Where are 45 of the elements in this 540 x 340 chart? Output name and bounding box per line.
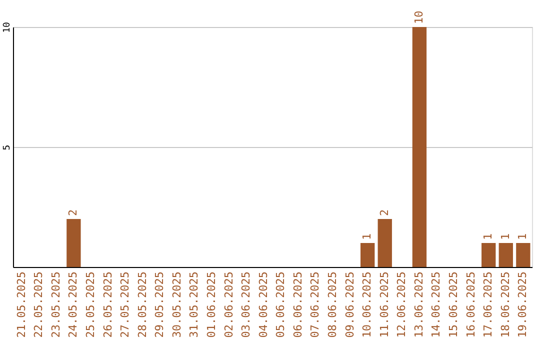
x-tick-label: 04.06.2025 — [256, 272, 270, 338]
x-tick-label: 08.06.2025 — [326, 272, 340, 338]
x-tick-label: 27.05.2025 — [118, 272, 132, 338]
data-label: 1 — [360, 233, 374, 240]
bar — [66, 219, 81, 267]
x-tick-label: 15.06.2025 — [447, 272, 460, 338]
x-tick-label: 01.06.2025 — [204, 272, 218, 338]
x-tick-label: 13.06.2025 — [412, 272, 426, 338]
x-tick-label: 02.06.2025 — [222, 272, 236, 338]
bar — [482, 243, 496, 267]
y-tick-label: 5 — [2, 144, 12, 150]
bar — [498, 243, 513, 267]
bar — [360, 243, 375, 267]
x-tick-label: 30.05.2025 — [170, 272, 184, 338]
x-tick-label: 24.05.2025 — [66, 272, 80, 338]
x-tick-label: 06.06.2025 — [291, 272, 304, 338]
bar — [516, 243, 530, 267]
x-tick-label: 12.06.2025 — [395, 272, 408, 338]
x-tick-label: 28.05.2025 — [136, 272, 149, 338]
x-tick-label: 17.06.2025 — [482, 272, 495, 338]
bar — [412, 27, 427, 267]
x-tick-label: 07.06.2025 — [308, 272, 322, 338]
x-tick-label: 14.06.2025 — [430, 272, 443, 338]
x-tick-label: 29.05.2025 — [153, 272, 166, 338]
x-tick-label: 18.06.2025 — [498, 272, 512, 338]
data-label: 1 — [498, 233, 512, 240]
data-label: 10 — [412, 10, 426, 24]
x-tick-label: 09.06.2025 — [343, 272, 356, 338]
x-tick-label: 22.05.2025 — [32, 272, 46, 338]
x-tick-label: 11.06.2025 — [378, 272, 391, 338]
data-label: 2 — [378, 209, 391, 216]
x-tick-label: 25.05.2025 — [84, 272, 97, 338]
x-tick-label: 03.06.2025 — [240, 272, 253, 338]
x-tick-label: 19.06.2025 — [516, 272, 530, 338]
data-label: 1 — [516, 233, 530, 240]
x-tick-label: 31.05.2025 — [188, 272, 201, 338]
data-label: 1 — [482, 233, 495, 240]
x-tick-label: 05.06.2025 — [274, 272, 288, 338]
x-tick-label: 26.05.2025 — [101, 272, 114, 338]
x-tick-label: 23.05.2025 — [49, 272, 62, 338]
bar — [378, 219, 392, 267]
data-label: 2 — [66, 209, 80, 216]
x-tick-label: 10.06.2025 — [360, 272, 374, 338]
x-tick-label: 21.05.2025 — [14, 272, 28, 338]
x-tick-label: 16.06.2025 — [464, 272, 478, 338]
